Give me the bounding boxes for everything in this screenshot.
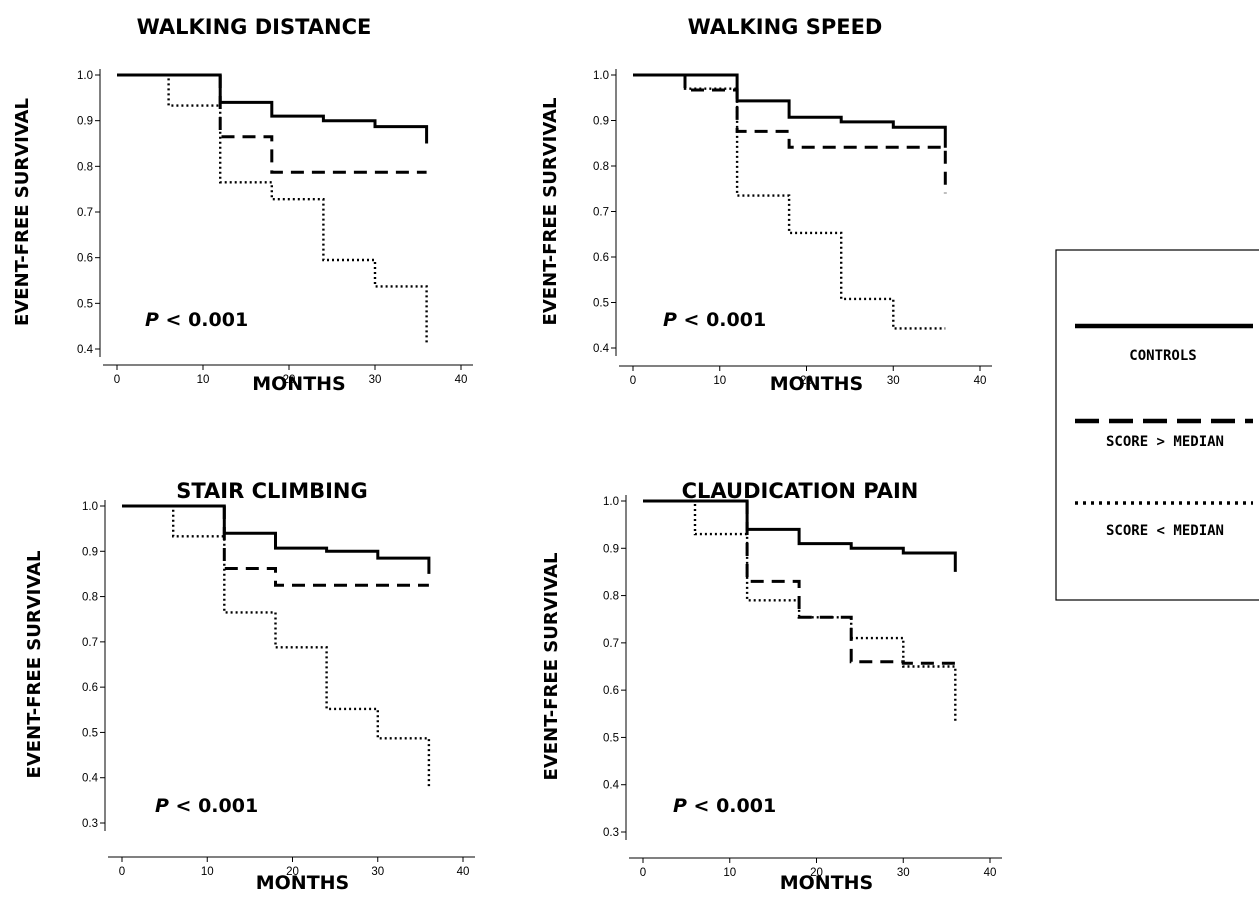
chart-stair-climbing: STAIR CLIMBING 0.3 0.4 0.5 0.6 0.7 0.8 0.9 1.0 0 1… (24, 479, 475, 894)
y-tick-label: 0.9 (603, 543, 619, 555)
y-axis-label: EVENT-FREE SURVIVAL (541, 553, 562, 781)
x-tick-label: 20 (283, 374, 296, 386)
y-tick-label: 0.6 (593, 252, 609, 264)
y-tick-label: 0.8 (77, 161, 93, 173)
x-tick-label: 10 (723, 867, 736, 879)
x-tick-label: 30 (887, 375, 900, 387)
y-tick-label: 0.8 (593, 161, 609, 173)
series-line-dashed (683, 75, 947, 194)
series-line-solid (633, 73, 947, 148)
y-tick-label: 0.4 (82, 773, 99, 785)
y-tick-label: 1.0 (77, 70, 93, 82)
series-line-solid (643, 499, 957, 572)
series-line-dashed (218, 75, 427, 174)
chart-title: STAIR CLIMBING (176, 479, 368, 503)
chart-title: WALKING DISTANCE (137, 15, 372, 39)
x-tick-label: 40 (457, 866, 470, 878)
series-line-dotted (122, 504, 431, 787)
y-tick-label: 0.4 (603, 780, 620, 792)
y-tick-label: 0.9 (77, 116, 93, 128)
y-axis-label: EVENT-FREE SURVIVAL (540, 98, 561, 326)
series-line-dotted (643, 499, 957, 724)
y-tick-label: 0.5 (593, 298, 609, 310)
x-tick-label: 40 (455, 374, 468, 386)
y-tick-label: 0.6 (603, 685, 619, 697)
x-tick-label: 10 (201, 866, 214, 878)
x-tick-label: 0 (630, 375, 636, 387)
x-tick-label: 30 (369, 374, 382, 386)
y-tick-label: 0.5 (82, 727, 98, 739)
y-tick-label: 0.5 (603, 732, 619, 744)
y-tick-label: 1.0 (593, 70, 609, 82)
y-tick-label: 0.7 (593, 207, 609, 219)
y-tick-label: 0.9 (82, 546, 98, 558)
x-tick-label: 20 (286, 866, 299, 878)
y-axis-label: EVENT-FREE SURVIVAL (24, 551, 45, 779)
y-tick-label: 0.4 (77, 344, 94, 356)
y-tick-label: 0.3 (82, 818, 98, 830)
p-value-annotation: P < 0.001 (145, 309, 248, 331)
chart-claudication-pain: CLAUDICATION PAIN 0.3 0.4 0.5 0.6 0.7 0.8 0.9 1.… (541, 479, 1002, 894)
legend-label-controls: CONTROLS (1129, 348, 1196, 364)
legend: CONTROLS SCORE > MEDIAN SCORE < MEDIAN (1055, 249, 1259, 601)
y-tick-label: 0.7 (77, 207, 93, 219)
y-tick-label: 0.5 (77, 298, 93, 310)
y-tick-label: 0.9 (593, 116, 609, 128)
x-axis-label: MONTHS (252, 373, 346, 395)
y-axis-label: EVENT-FREE SURVIVAL (12, 98, 33, 326)
y-tick-label: 0.3 (603, 827, 619, 839)
x-axis-label: MONTHS (256, 872, 350, 894)
p-value-annotation: P < 0.001 (673, 795, 776, 817)
legend-label-score-above: SCORE > MEDIAN (1106, 434, 1224, 450)
x-tick-label: 30 (897, 867, 910, 879)
x-tick-label: 20 (810, 867, 823, 879)
y-tick-label: 0.7 (82, 637, 98, 649)
series-line-dashed (745, 501, 956, 665)
chart-walking-speed: WALKING SPEED 0.4 0.5 0.6 0.7 0.8 0.9 1.0 0 10 20 3… (540, 15, 992, 395)
x-tick-label: 30 (371, 866, 384, 878)
x-tick-label: 0 (114, 374, 120, 386)
chart-title: CLAUDICATION PAIN (682, 479, 919, 503)
x-tick-label: 0 (640, 867, 646, 879)
series-line-solid (117, 73, 429, 144)
x-tick-label: 40 (974, 375, 987, 387)
series-line-dashed (222, 506, 429, 587)
y-tick-label: 1.0 (603, 496, 619, 508)
panels: WALKING DISTANCE 0.4 0.5 0.6 0.7 0.8 0.9 1.0 0 10… (12, 15, 1002, 894)
y-tick-label: 0.6 (77, 253, 93, 265)
x-axis-label: MONTHS (770, 373, 864, 395)
x-tick-label: 0 (119, 866, 125, 878)
y-tick-label: 0.8 (82, 592, 98, 604)
series-line-dotted (633, 73, 946, 330)
y-tick-label: 0.8 (603, 591, 619, 603)
y-tick-label: 0.7 (603, 638, 619, 650)
chart-walking-distance: WALKING DISTANCE 0.4 0.5 0.6 0.7 0.8 0.9 1.0 0 10… (12, 15, 473, 395)
x-tick-label: 40 (984, 867, 997, 879)
series-line-solid (122, 504, 431, 574)
x-tick-label: 20 (800, 375, 813, 387)
y-tick-label: 0.4 (593, 343, 610, 355)
legend-label-score-below: SCORE < MEDIAN (1106, 523, 1224, 539)
legend-box (1055, 249, 1259, 601)
p-value-annotation: P < 0.001 (155, 795, 258, 817)
y-tick-label: 0.6 (82, 682, 98, 694)
chart-title: WALKING SPEED (688, 15, 883, 39)
p-value-annotation: P < 0.001 (663, 309, 766, 331)
x-tick-label: 10 (713, 375, 726, 387)
x-tick-label: 10 (197, 374, 210, 386)
x-axis-label: MONTHS (780, 872, 874, 894)
y-tick-label: 1.0 (82, 501, 98, 513)
